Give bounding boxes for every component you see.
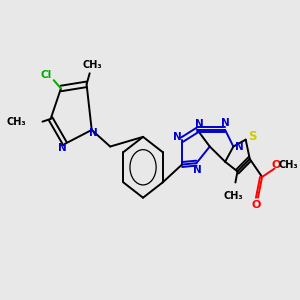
Text: S: S [249,130,257,143]
Text: N: N [89,128,98,138]
Text: CH₃: CH₃ [279,160,298,170]
Text: N: N [195,119,204,129]
Text: O: O [251,200,261,210]
Text: CH₃: CH₃ [224,191,243,201]
Text: N: N [193,165,202,175]
Text: N: N [235,142,244,152]
Text: CH₃: CH₃ [83,60,103,70]
Text: CH₃: CH₃ [6,117,26,127]
Text: N: N [221,118,230,128]
Text: N: N [172,132,181,142]
Text: N: N [58,143,66,153]
Text: Cl: Cl [41,70,52,80]
Text: O: O [272,160,281,170]
